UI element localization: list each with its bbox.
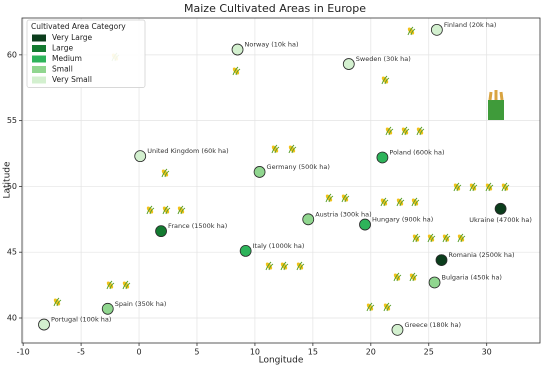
x-tick-label: 10 [250, 348, 260, 357]
point [430, 23, 443, 36]
x-tick-label: -5 [77, 348, 85, 357]
point-label: Portugal (100k ha) [51, 316, 111, 324]
point [155, 225, 167, 238]
x-tick-label: 20 [366, 348, 376, 357]
point [435, 254, 448, 267]
point [101, 302, 114, 315]
plot-frame [21, 17, 541, 344]
legend-swatch [32, 76, 46, 84]
legend-label: Very Small [52, 75, 92, 84]
corn-icons [52, 25, 510, 313]
point [134, 150, 147, 163]
x-tick-label: 5 [194, 348, 199, 357]
point-label: Germany (500k ha) [267, 163, 330, 171]
point [239, 244, 252, 257]
x-tick-label: -10 [17, 348, 30, 357]
point [253, 166, 266, 178]
y-tick-label: 60 [7, 50, 17, 59]
point-label: United Kingdom (60k ha) [147, 147, 229, 155]
point-label: Italy (1000k ha) [253, 242, 305, 250]
x-tick-label: 30 [482, 348, 492, 357]
y-tick-label: 55 [7, 116, 17, 125]
x-tick-label: 0 [136, 348, 141, 357]
point-label: Romania (2500k ha) [448, 251, 514, 259]
point-label: Sweden (30k ha) [356, 55, 411, 63]
point-label: Poland (600k ha) [389, 148, 444, 156]
point [494, 202, 507, 215]
legend-title: Cultivated Area Category [31, 22, 126, 31]
y-tick-label: 50 [7, 182, 17, 191]
legend-label: Large [52, 44, 73, 53]
legend-swatch [32, 45, 46, 52]
point-label: Ukraine (4700k ha) [469, 216, 532, 224]
legend: Cultivated Area Category Very Large LargeM… [26, 19, 146, 88]
point-label: Bulgaria (450k ha) [442, 273, 502, 281]
point-label: France (1500k ha) [168, 222, 227, 230]
legend-swatch [32, 66, 46, 73]
legend-swatch [32, 34, 46, 42]
point-label: Norway (10k ha) [245, 41, 299, 49]
point [359, 218, 371, 231]
point [231, 43, 244, 56]
point-label: Austria (300k ha) [315, 210, 371, 218]
point [302, 213, 315, 226]
y-tick-label: 45 [7, 248, 17, 257]
legend-label: Very Large [52, 33, 93, 42]
x-tick-label: 25 [424, 348, 434, 357]
point [391, 323, 404, 336]
legend-label: Medium [52, 54, 82, 63]
x-tick-label: 15 [308, 348, 318, 357]
point-label: Spain (350k ha) [115, 300, 167, 308]
chart-title: Maize Cultivated Areas in Europe [184, 2, 366, 15]
point [38, 318, 50, 331]
point-label: Hungary (900k ha) [372, 216, 433, 224]
legend-swatch [32, 55, 46, 63]
point [376, 151, 389, 164]
x-axis-label: Longitude [259, 356, 304, 366]
legend-box [26, 19, 146, 88]
point-label: Finland (20k ha) [444, 21, 497, 29]
y-tick-label: 40 [7, 314, 17, 323]
legend-label: Small [52, 65, 73, 74]
y-axis-label: Latitude [3, 161, 13, 199]
point [342, 58, 355, 70]
point-label: Greece (180k ha) [404, 321, 461, 329]
point [428, 276, 441, 289]
